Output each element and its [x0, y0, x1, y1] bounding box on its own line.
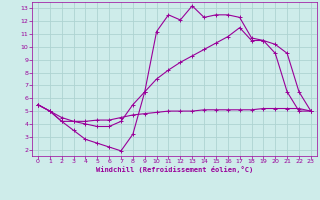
X-axis label: Windchill (Refroidissement éolien,°C): Windchill (Refroidissement éolien,°C): [96, 166, 253, 173]
